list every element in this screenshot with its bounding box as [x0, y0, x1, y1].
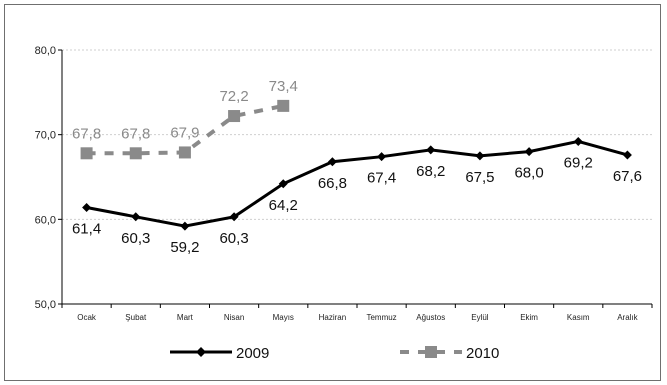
series-2009-marker [573, 136, 583, 146]
series-2009-marker [377, 152, 387, 162]
series-2009-marker [278, 179, 288, 189]
x-tick-label: Eylül [471, 313, 489, 322]
series-2009-data-label: 69,2 [564, 154, 593, 171]
y-tick-label: 60,0 [35, 214, 56, 226]
series-2009-data-label: 67,5 [465, 169, 494, 186]
series-2009-data-label: 67,6 [613, 168, 642, 185]
series-2010-marker [277, 99, 290, 112]
x-tick-label: Haziran [319, 313, 347, 322]
series-2009-data-label: 68,2 [416, 163, 445, 180]
legend-2009-label: 2009 [236, 345, 269, 362]
x-tick-label: Kasım [567, 313, 590, 322]
legend-2009-marker [196, 347, 206, 357]
legend-2010-marker [425, 346, 437, 358]
series-2010-marker [228, 110, 241, 123]
series-2009-marker [229, 212, 239, 222]
series-2009-data-label: 60,3 [121, 230, 150, 247]
x-tick-label: Mayıs [273, 313, 294, 322]
y-tick-label: 70,0 [35, 130, 56, 142]
series-2009-marker [524, 147, 534, 157]
x-tick-label: Nisan [224, 313, 244, 322]
x-tick-label: Temmuz [366, 313, 396, 322]
line-chart: 80,0 70,0 60,0 50,0 Ocak Şubat Mart Nisan Mayıs H… [35, 45, 653, 362]
x-tick-label: Aralık [617, 313, 638, 322]
series-2009-data-label: 60,3 [219, 230, 248, 247]
series-2010-data-label: 67,9 [170, 124, 199, 141]
series-2010-marker [178, 146, 191, 159]
series-2010-marker [80, 147, 93, 160]
chart-frame: 80,0 70,0 60,0 50,0 Ocak Şubat Mart Nisan Mayıs H… [4, 4, 661, 381]
series-2009-data-label: 64,2 [269, 197, 298, 214]
y-tick-label: 50,0 [35, 299, 56, 311]
x-tick-label: Ağustos [416, 313, 445, 322]
legend-2010-label: 2010 [466, 345, 499, 362]
series-2009-marker [426, 145, 436, 155]
series-2009-marker [131, 212, 141, 222]
series-2009-data-label: 68,0 [514, 165, 543, 182]
x-tick-label: Şubat [125, 313, 147, 322]
series-2009-data-label: 61,4 [72, 220, 101, 237]
x-tick-label: Ekim [520, 313, 538, 322]
series-2009-marker [82, 202, 92, 212]
x-tick-label: Mart [177, 313, 194, 322]
series-2009-line [86, 139, 628, 228]
series-2009-data-label: 67,4 [367, 170, 396, 187]
series-2009-marker [475, 151, 485, 161]
series-2009-data-label: 59,2 [170, 239, 199, 256]
series-2009-data-label: 66,8 [318, 175, 347, 192]
y-tick-label: 80,0 [35, 45, 56, 57]
series-2010-data-label: 73,4 [269, 78, 298, 95]
series-2010-data-label: 67,8 [72, 125, 101, 142]
series-2009-marker [180, 221, 190, 231]
series-2009-marker [327, 157, 337, 167]
series-2009-marker [622, 150, 632, 160]
x-tick-label: Ocak [77, 313, 97, 322]
series-2010-data-label: 67,8 [121, 125, 150, 142]
series-2010-marker [129, 147, 142, 160]
series-2010-data-label: 72,2 [219, 88, 248, 105]
